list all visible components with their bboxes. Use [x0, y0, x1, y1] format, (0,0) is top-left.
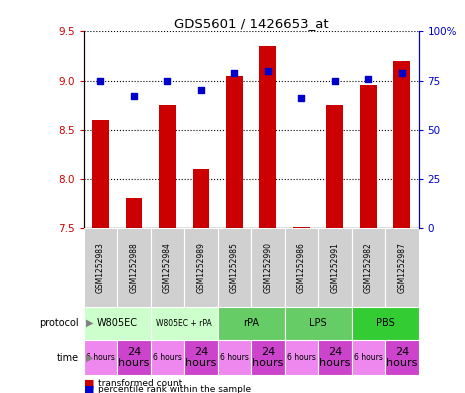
Text: percentile rank within the sample: percentile rank within the sample	[98, 386, 251, 393]
Text: GSM1252987: GSM1252987	[397, 242, 406, 293]
Text: ■: ■	[84, 385, 94, 393]
Text: 24
hours: 24 hours	[319, 347, 351, 368]
Text: GSM1252990: GSM1252990	[263, 242, 272, 293]
Bar	[285, 307, 352, 340]
Bar	[251, 340, 285, 375]
Bar	[360, 86, 377, 228]
Bar	[92, 120, 109, 228]
Bar	[218, 340, 251, 375]
Point	[298, 95, 305, 101]
Bar	[218, 228, 251, 307]
Point	[130, 93, 138, 99]
Point	[164, 77, 171, 84]
Bar	[84, 228, 117, 307]
Text: GSM1252984: GSM1252984	[163, 242, 172, 293]
Bar	[318, 228, 352, 307]
Bar	[293, 227, 310, 228]
Text: rPA: rPA	[243, 318, 259, 328]
Bar	[393, 61, 410, 228]
Point	[231, 70, 238, 76]
Bar	[151, 307, 218, 340]
Text: protocol: protocol	[40, 318, 79, 328]
Bar	[184, 228, 218, 307]
Title: GDS5601 / 1426653_at: GDS5601 / 1426653_at	[174, 17, 328, 30]
Text: GSM1252982: GSM1252982	[364, 242, 373, 293]
Bar	[151, 228, 184, 307]
Bar	[151, 340, 184, 375]
Point	[97, 77, 104, 84]
Bar	[184, 340, 218, 375]
Text: GSM1252988: GSM1252988	[129, 242, 139, 293]
Bar	[326, 105, 343, 228]
Text: 24
hours: 24 hours	[252, 347, 284, 368]
Text: GSM1252991: GSM1252991	[330, 242, 339, 293]
Bar	[159, 105, 176, 228]
Bar	[193, 169, 209, 228]
Point	[331, 77, 339, 84]
Bar	[218, 307, 285, 340]
Point	[264, 68, 272, 74]
Text: 24
hours: 24 hours	[185, 347, 217, 368]
Text: W805EC: W805EC	[97, 318, 138, 328]
Text: transformed count: transformed count	[98, 379, 182, 387]
Text: ▶: ▶	[86, 353, 93, 363]
Bar	[251, 228, 285, 307]
Text: 24
hours: 24 hours	[386, 347, 418, 368]
Bar	[126, 198, 142, 228]
Text: 24
hours: 24 hours	[118, 347, 150, 368]
Text: time: time	[57, 353, 79, 363]
Text: 6 hours: 6 hours	[287, 353, 316, 362]
Bar	[285, 340, 318, 375]
Bar	[352, 340, 385, 375]
Text: GSM1252989: GSM1252989	[196, 242, 206, 293]
Bar	[385, 228, 418, 307]
Point	[398, 70, 405, 76]
Bar	[352, 228, 385, 307]
Point	[197, 87, 205, 94]
Bar	[385, 340, 418, 375]
Text: ▶: ▶	[86, 318, 93, 328]
Text: ■: ■	[84, 378, 94, 388]
Bar	[318, 340, 352, 375]
Text: 6 hours: 6 hours	[220, 353, 249, 362]
Bar	[352, 307, 418, 340]
Text: GSM1252985: GSM1252985	[230, 242, 239, 293]
Text: 6 hours: 6 hours	[86, 353, 115, 362]
Bar	[117, 228, 151, 307]
Bar	[117, 340, 151, 375]
Text: 6 hours: 6 hours	[153, 353, 182, 362]
Text: LPS: LPS	[309, 318, 327, 328]
Text: GSM1252983: GSM1252983	[96, 242, 105, 293]
Text: PBS: PBS	[376, 318, 394, 328]
Bar	[226, 75, 243, 228]
Text: 6 hours: 6 hours	[354, 353, 383, 362]
Bar	[259, 46, 276, 228]
Bar	[84, 340, 117, 375]
Text: GSM1252986: GSM1252986	[297, 242, 306, 293]
Bar	[84, 307, 151, 340]
Bar	[285, 228, 318, 307]
Text: W805EC + rPA: W805EC + rPA	[156, 319, 212, 328]
Point	[365, 75, 372, 82]
